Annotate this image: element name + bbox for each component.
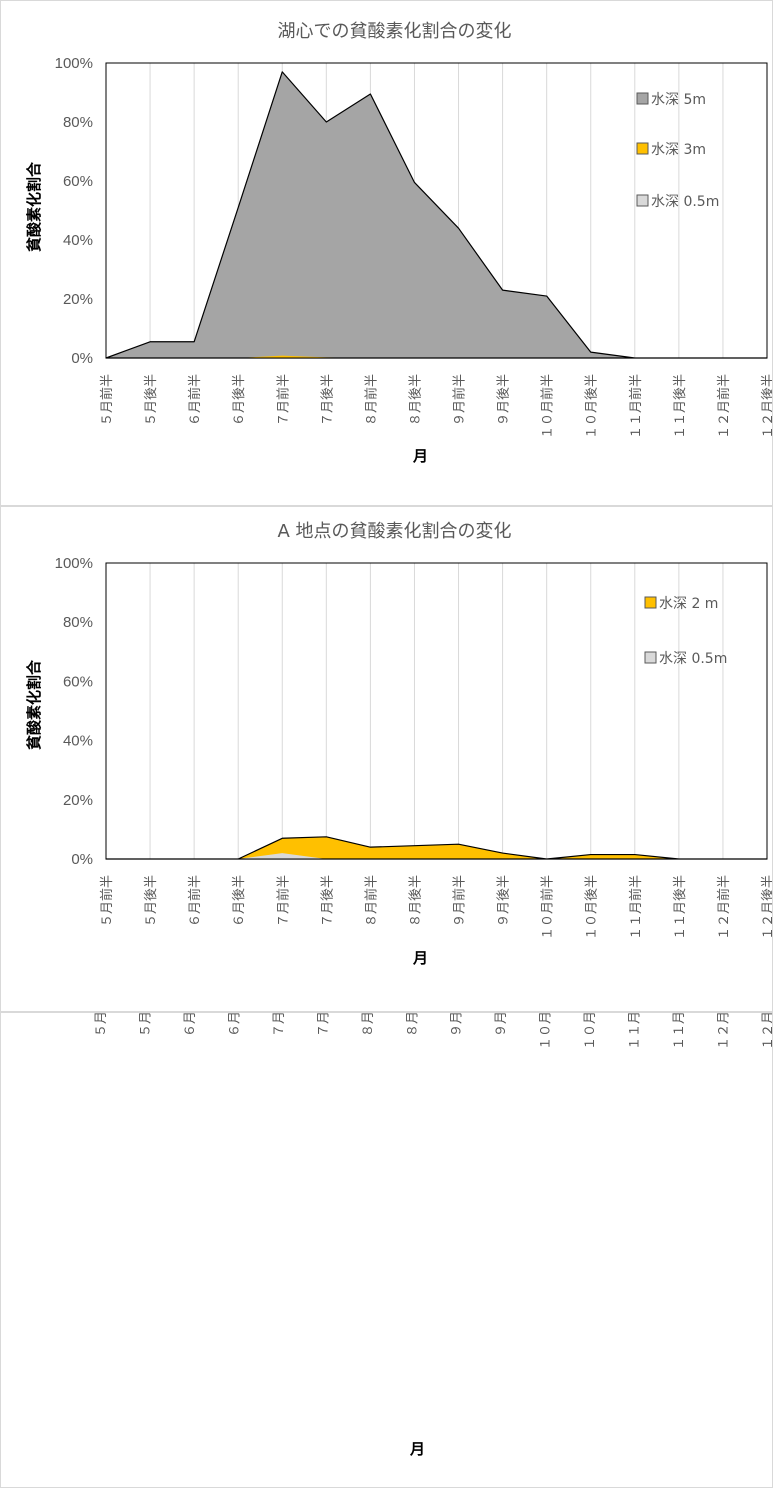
x-tick-label: ８月後半 [408, 875, 423, 927]
area-series-1 [105, 71, 768, 359]
y-tick-label: 80% [63, 114, 93, 131]
x-tick-label: １０月前半 [540, 374, 556, 439]
chart-svg: A 地点の貧酸素化割合の変化 0% 20% 40% 60% 80% 100% ５月前半 ５月後半… [25, 521, 772, 967]
x-tick-label: １０月後半 [583, 1013, 598, 1050]
x-tick-label: １１月後半 [673, 374, 688, 439]
x-tick-label: ６月後半 [232, 875, 247, 927]
x-tick-label: ７月前半 [271, 1013, 287, 1037]
x-tick-label: ８月後半 [405, 1013, 420, 1037]
y-axis-label: 貧酸素化割合 [25, 659, 43, 750]
x-tick-label: ９月前半 [452, 875, 468, 927]
x-tick-label: ５月前半 [99, 875, 115, 927]
y-tick-label: 60% [63, 173, 93, 190]
y-tick-label: 0% [71, 851, 93, 868]
x-tick-label: ５月後半 [144, 374, 159, 426]
x-tick-label: １０月前半 [538, 1013, 554, 1050]
chart-svg: B 地点の貧酸素化割合の変化0%20%40%60%80%100%５月前半５月後半… [93, 1013, 772, 1458]
x-tick-label: ８月後半 [408, 374, 423, 426]
y-axis-label: 貧酸素化割合 [25, 161, 43, 252]
chart-panel-site-b: B 地点の貧酸素化割合の変化0%20%40%60%80%100%５月前半５月後半… [0, 1012, 773, 1488]
x-tick-label: １２月前半 [716, 1013, 732, 1050]
legend-label: 水深 0.5m [659, 651, 727, 667]
legend-swatch [636, 194, 649, 207]
area-series-1 [105, 836, 768, 860]
x-tick-label: １１月前半 [628, 374, 644, 439]
chart-title: 湖心での貧酸素化割合の変化 [278, 21, 512, 42]
x-tick-label: ６月前半 [187, 374, 203, 426]
x-tick-label: ８月前半 [360, 1013, 376, 1037]
x-tick-label: ６月後半 [227, 1013, 242, 1037]
x-tick-label: ６月後半 [232, 374, 247, 426]
x-tick-label: ６月前半 [187, 875, 203, 927]
plot-area-border [105, 562, 768, 860]
x-tick-label: ７月後半 [320, 374, 335, 426]
x-tick-label: １２月後半 [761, 1013, 772, 1050]
x-tick-label: ７月前半 [275, 875, 291, 927]
x-tick-label: １１月後半 [672, 1013, 687, 1050]
y-tick-label: 80% [63, 614, 93, 631]
x-tick-label: ７月後半 [316, 1013, 331, 1037]
x-tick-label: ７月前半 [275, 374, 291, 426]
x-tick-label: ８月前半 [363, 374, 379, 426]
legend-label: 水深 0.5m [651, 194, 719, 210]
y-tick-label: 60% [63, 673, 93, 690]
x-axis-label: 月 [412, 949, 428, 967]
x-tick-label: １０月前半 [540, 875, 556, 940]
x-tick-label: ５月後半 [144, 875, 159, 927]
x-tick-label: ９月後半 [497, 374, 512, 426]
y-tick-label: 100% [55, 55, 93, 72]
x-tick-label: １２月前半 [716, 875, 732, 940]
x-tick-label: １２月前半 [716, 374, 732, 439]
legend-label: 水深 5m [651, 92, 706, 108]
legend-swatch [636, 92, 649, 105]
plot-area-border [105, 62, 768, 359]
x-tick-label: ８月前半 [363, 875, 379, 927]
legend-swatch [644, 651, 657, 664]
x-tick-label: １１月後半 [673, 875, 688, 940]
y-tick-label: 20% [63, 291, 93, 308]
y-tick-label: 0% [71, 350, 93, 367]
chart-panel-lake-center: 湖心での貧酸素化割合の変化 0% 20% 40% 60% 80% 100% ５月前半 ５月後半 ６… [0, 0, 773, 506]
x-tick-label: １２月後半 [761, 875, 772, 940]
area-series-2 [106, 355, 767, 358]
x-tick-label: １１月前半 [627, 1013, 643, 1050]
x-tick-label: １０月後半 [585, 374, 600, 439]
chart-panel-site-a: A 地点の貧酸素化割合の変化 0% 20% 40% 60% 80% 100% ５月前半 ５月後半… [0, 506, 773, 1012]
legend-label: 水深 3m [651, 142, 706, 158]
legend-label: 水深 2 m [659, 596, 718, 612]
chart-svg: 湖心での貧酸素化割合の変化 0% 20% 40% 60% 80% 100% ５月前半 ５月後半 ６… [25, 21, 772, 465]
x-tick-label: ９月前半 [452, 374, 468, 426]
x-tick-label: ９月後半 [494, 1013, 509, 1037]
y-tick-label: 20% [63, 792, 93, 809]
y-tick-label: 40% [63, 733, 93, 750]
x-tick-label: ７月後半 [320, 875, 335, 927]
y-tick-label: 100% [55, 555, 93, 572]
x-tick-label: ５月後半 [138, 1013, 153, 1037]
chart-title: A 地点の貧酸素化割合の変化 [277, 521, 511, 542]
area-series-2 [106, 853, 767, 859]
x-tick-label: ５月前半 [99, 374, 115, 426]
x-axis-label: 月 [412, 447, 428, 465]
x-axis-label: 月 [409, 1440, 425, 1458]
y-tick-label: 40% [63, 232, 93, 249]
legend-swatch [636, 142, 649, 155]
x-tick-label: １２月後半 [761, 374, 772, 439]
x-tick-label: ９月後半 [497, 875, 512, 927]
x-tick-label: １０月後半 [585, 875, 600, 940]
x-tick-label: １１月前半 [628, 875, 644, 940]
x-tick-label: ５月前半 [93, 1013, 109, 1037]
legend-swatch [644, 596, 657, 609]
x-tick-label: ９月前半 [449, 1013, 465, 1037]
x-tick-label: ６月前半 [182, 1013, 198, 1037]
